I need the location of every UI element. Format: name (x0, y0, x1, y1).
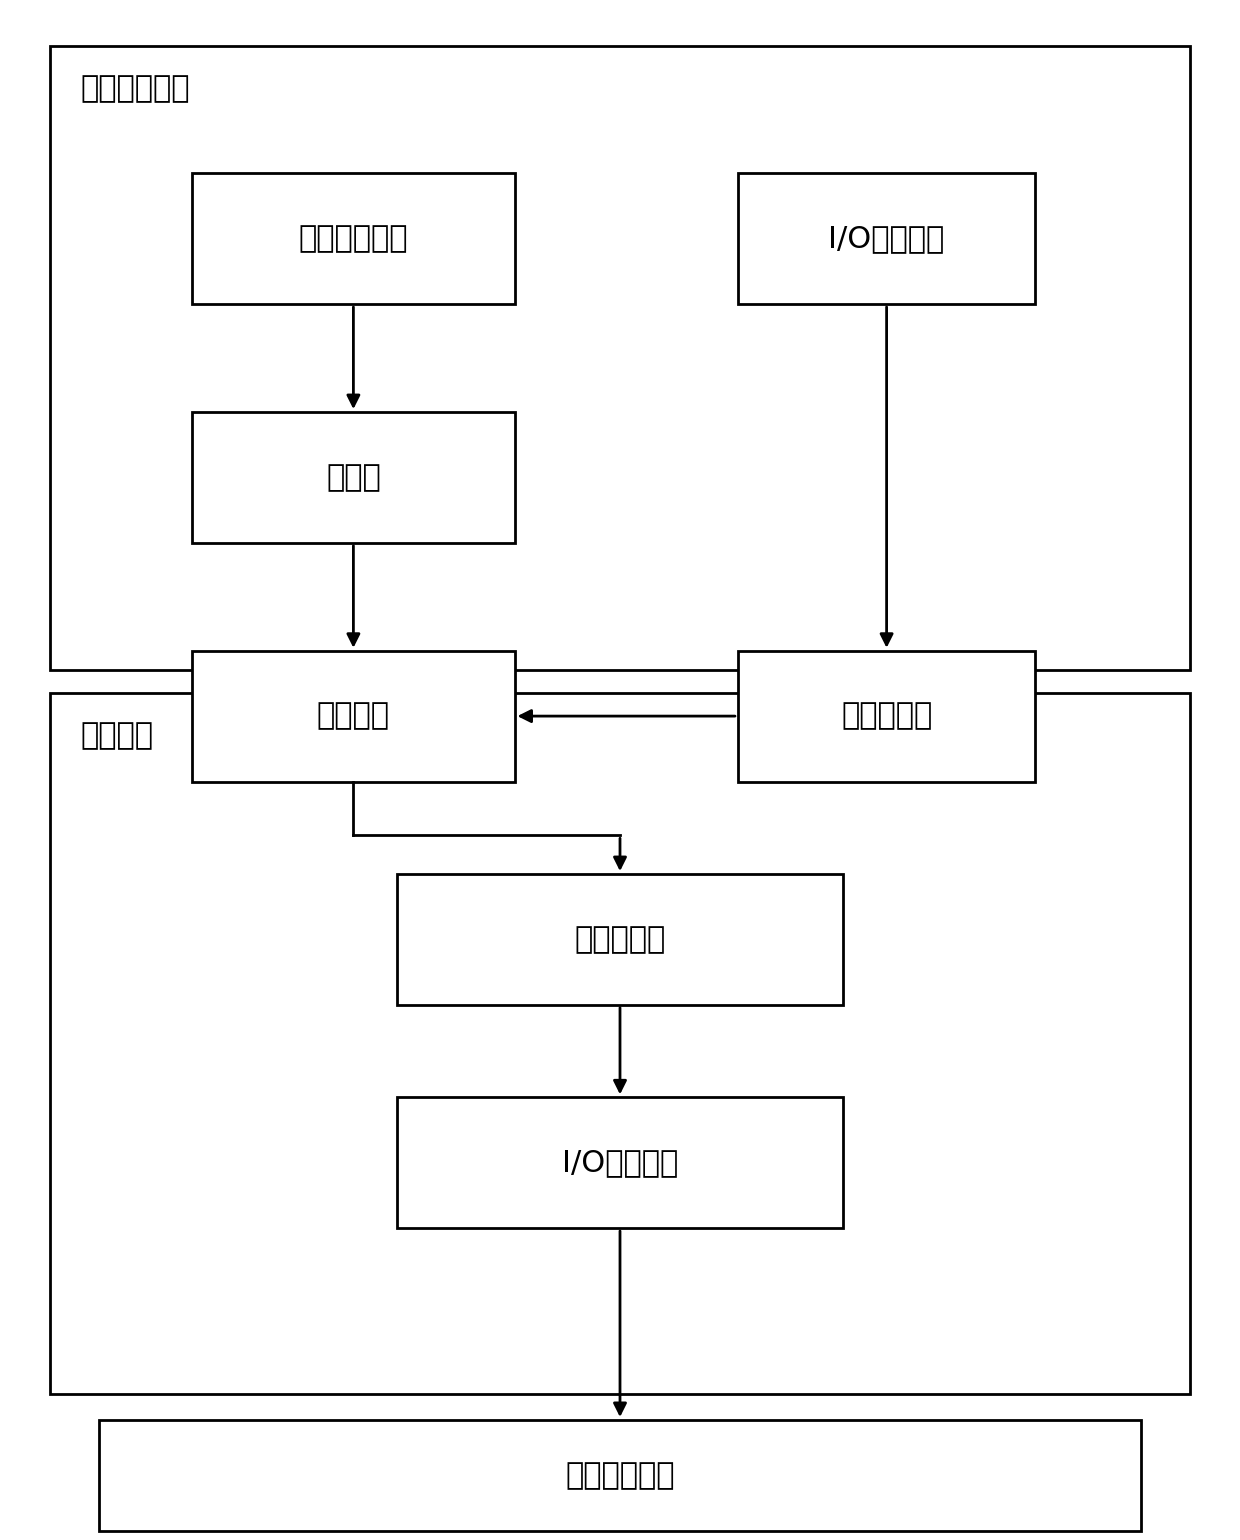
Bar (192, 651, 515, 782)
Text: 运行系统: 运行系统 (81, 721, 154, 750)
Text: I/O板卡接口: I/O板卡接口 (562, 1149, 678, 1177)
Bar (738, 174, 1035, 305)
Text: 解释程序: 解释程序 (317, 702, 389, 730)
Text: 车床控制电路: 车床控制电路 (565, 1461, 675, 1489)
Text: I/O仿真监控: I/O仿真监控 (828, 225, 945, 253)
Text: 用户编程界面: 用户编程界面 (299, 225, 408, 253)
Text: 数据存储区: 数据存储区 (841, 702, 932, 730)
Bar (50, 46, 1190, 670)
Text: 编译器: 编译器 (326, 464, 381, 491)
Bar (397, 875, 843, 1006)
Text: 硬件抽象层: 硬件抽象层 (574, 926, 666, 953)
Bar (397, 1098, 843, 1229)
Bar (738, 651, 1035, 782)
Bar (192, 174, 515, 305)
Text: 软件编程系统: 软件编程系统 (81, 74, 190, 103)
Bar (50, 693, 1190, 1394)
Bar (99, 1420, 1141, 1531)
Bar (192, 413, 515, 544)
